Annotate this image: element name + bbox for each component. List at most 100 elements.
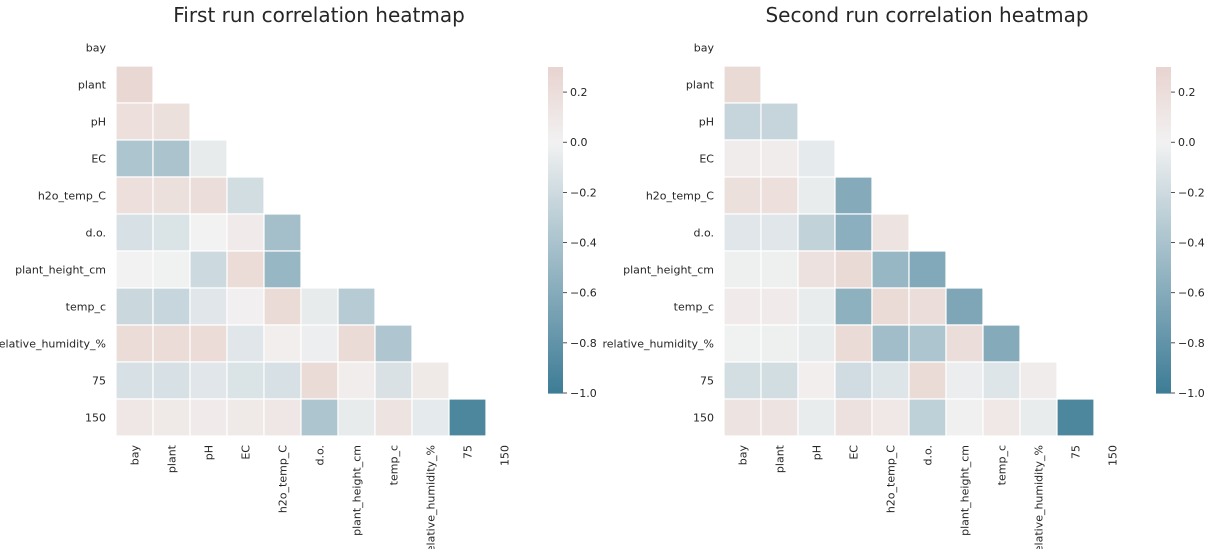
colorbar-gradient-step <box>1156 255 1171 259</box>
heatmap-cell-ph-plant <box>760 102 799 141</box>
colorbar-gradient-step <box>548 377 563 382</box>
x-tick-label-ec: EC <box>848 445 861 460</box>
colorbar-gradient-step <box>1156 189 1171 193</box>
colorbar-gradient-step <box>548 257 563 261</box>
heatmap-cell-75-relative-humidity <box>1019 361 1058 400</box>
heatmap-cell-150-ec <box>226 398 265 437</box>
colorbar-gradient-step <box>548 164 563 168</box>
colorbar-gradient-step <box>548 232 563 236</box>
colorbar-gradient-step <box>1156 224 1171 229</box>
heatmap-cell-temp-c-plant <box>760 287 799 326</box>
colorbar-gradient-step <box>1156 164 1171 168</box>
colorbar-gradient-step <box>1156 275 1171 279</box>
colorbar-gradient-step <box>548 235 563 239</box>
colorbar-gradient-step <box>1156 204 1171 209</box>
heatmap-cells <box>723 65 1095 437</box>
colorbar-gradient-step <box>1156 97 1171 101</box>
colorbar-gradient-step <box>1156 142 1171 146</box>
colorbar-gradient-step <box>1156 320 1171 324</box>
heatmap-cell-ec-plant <box>152 139 191 178</box>
heatmap-cell-d-o-plant <box>152 213 191 252</box>
colorbar-gradient-step <box>548 197 563 201</box>
colorbar-gradient-step <box>1156 315 1171 319</box>
colorbar-gradient-step <box>1156 322 1171 326</box>
chart-title: First run correlation heatmap <box>173 3 465 27</box>
colorbar-gradient-step <box>1156 230 1171 234</box>
colorbar-gradient-step <box>548 79 563 83</box>
y-tick-label-temp-c: temp_c <box>674 301 714 314</box>
heatmap-cell-150-bay <box>723 398 762 437</box>
colorbar-gradient-step <box>1156 300 1171 304</box>
colorbar-gradient-step <box>1156 232 1171 236</box>
x-tick-label-temp-c: temp_c <box>996 445 1009 485</box>
colorbar-gradient-step <box>548 172 563 176</box>
colorbar-tick-label: −0.4 <box>570 237 597 250</box>
colorbar-gradient-step <box>1156 235 1171 239</box>
y-tick-label-h2o-temp-c: h2o_temp_C <box>646 190 714 203</box>
colorbar-gradient-step <box>548 350 563 354</box>
colorbar-gradient-step <box>1156 240 1171 244</box>
heatmap-cell-ph-bay <box>723 102 762 141</box>
colorbar-gradient-step <box>1156 247 1171 251</box>
colorbar-gradient-step <box>1156 310 1171 314</box>
heatmap-cell-150-bay <box>115 398 154 437</box>
heatmap-cell-ec-bay <box>723 139 762 178</box>
heatmap-cell-plant-bay <box>115 65 154 104</box>
colorbar-gradient-step <box>1156 277 1171 281</box>
colorbar-gradient-step <box>548 204 563 209</box>
heatmap-cell-150-relative-humidity <box>1019 398 1058 437</box>
colorbar-gradient-step <box>1156 342 1171 346</box>
colorbar-gradient-step <box>548 332 563 336</box>
colorbar-gradient-step <box>1156 122 1171 126</box>
heatmap-cell-temp-c-plant-height-cm <box>945 287 984 326</box>
colorbar-gradient-step <box>1156 157 1171 161</box>
heatmap-cell-plant-height-cm-ec <box>834 250 873 289</box>
y-tick-label-150: 150 <box>85 412 106 425</box>
heatmap-cell-75-d-o <box>908 361 947 400</box>
colorbar-gradient-step <box>548 147 563 151</box>
colorbar-gradient-step <box>1156 129 1171 133</box>
colorbar-gradient-step <box>548 267 563 271</box>
heatmap-cell-temp-c-ph <box>189 287 228 326</box>
colorbar-gradient-step <box>1156 87 1171 91</box>
colorbar-gradient-step <box>548 157 563 161</box>
colorbar-gradient-step <box>548 189 563 193</box>
colorbar-gradient-step <box>548 214 563 219</box>
heatmap-cell-150-75 <box>448 398 487 437</box>
heatmap-cell-relative-humidity-plant <box>760 324 799 363</box>
colorbar-gradient-step <box>548 327 563 331</box>
heatmap-cell-plant-bay <box>723 65 762 104</box>
colorbar-gradient-step <box>1156 99 1171 103</box>
colorbar-gradient-step <box>548 102 563 106</box>
colorbar-gradient-step <box>548 280 563 284</box>
colorbar-gradient-step <box>1156 104 1171 108</box>
colorbar-gradient-step <box>548 385 563 389</box>
heatmap-cell-150-75 <box>1056 398 1095 437</box>
colorbar-gradient-step <box>1156 77 1171 81</box>
colorbar-gradient-step <box>1156 370 1171 374</box>
colorbar-gradient-step <box>548 262 563 266</box>
y-tick-label-plant: plant <box>78 79 107 92</box>
colorbar-gradient-step <box>1156 124 1171 128</box>
colorbar-gradient-step <box>1156 387 1171 392</box>
heatmap-cell-relative-humidity-h2o-temp-c <box>263 324 302 363</box>
heatmap-cell-h2o-temp-c-plant <box>152 176 191 215</box>
colorbar-gradient-step <box>548 219 563 224</box>
colorbar-gradient-step <box>548 375 563 379</box>
colorbar-gradient-step <box>548 89 563 93</box>
heatmap-cell-relative-humidity-ph <box>797 324 836 363</box>
colorbar-tick-label: 0.2 <box>570 86 588 99</box>
colorbar-gradient-step <box>1156 307 1171 311</box>
colorbar-gradient-step <box>548 252 563 256</box>
colorbar-tick-label: 0.2 <box>1178 86 1196 99</box>
colorbar-gradient-step <box>1156 287 1171 291</box>
heatmap-cell-75-bay <box>723 361 762 400</box>
colorbar-gradient-step <box>1156 325 1171 329</box>
colorbar-gradient-step <box>1156 119 1171 123</box>
colorbar-gradient-step <box>1156 172 1171 176</box>
colorbar-gradient-step <box>1156 167 1171 171</box>
y-tick-label-d-o: d.o. <box>693 227 714 240</box>
colorbar-gradient-step <box>1156 345 1171 349</box>
colorbar-gradient-step <box>548 149 563 153</box>
colorbar-gradient-step <box>548 237 563 241</box>
